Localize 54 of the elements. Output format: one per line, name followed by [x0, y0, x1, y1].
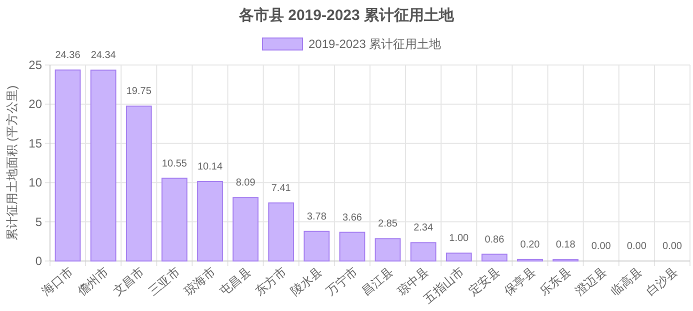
bar: [197, 181, 223, 262]
x-tick-label: 三亚市: [146, 264, 182, 298]
data-label: 0.86: [484, 234, 505, 246]
data-label: 10.55: [162, 158, 188, 170]
bar: [162, 178, 188, 262]
data-label: 0.20: [520, 239, 540, 250]
data-label: 3.66: [342, 212, 362, 224]
data-label: 0.00: [626, 241, 647, 252]
y-tick-label: 25: [28, 58, 42, 72]
data-label: 7.41: [271, 182, 292, 194]
data-label: 10.14: [197, 162, 223, 172]
bar: [90, 70, 116, 262]
x-tick-label: 乐东县: [536, 264, 574, 298]
bar: [410, 242, 436, 262]
bar: [446, 252, 472, 262]
data-label: 0.00: [591, 241, 612, 252]
x-tick-label: 临高县: [608, 264, 645, 298]
data-label: 2.85: [378, 218, 398, 230]
x-tick-label: 万宁市: [324, 264, 360, 298]
x-tick-label: 儋州市: [74, 264, 112, 298]
bar: [374, 238, 401, 262]
x-tick-label: 澄迈县: [572, 264, 610, 298]
x-tick-label: 定安县: [466, 264, 502, 298]
chart-title: 各市县 2019-2023 累计征用土地: [238, 6, 456, 24]
x-tick-label: 文昌市: [110, 264, 147, 298]
x-tick-label: 陵水县: [288, 264, 325, 298]
data-label: 24.36: [55, 50, 81, 62]
data-label: 24.34: [90, 50, 116, 62]
y-tick-label: 20: [28, 97, 42, 112]
bar: [304, 230, 330, 262]
y-tick-label: 15: [28, 136, 42, 150]
x-tick-label: 保亭县: [501, 264, 538, 298]
y-tick-label: 10: [28, 176, 42, 190]
data-label: 0.00: [662, 241, 682, 252]
x-tick-label: 东方市: [252, 264, 290, 298]
data-label: 19.75: [126, 86, 152, 98]
bar: [268, 202, 294, 262]
x-tick-label: 屯昌县: [216, 264, 254, 298]
bar: [232, 197, 258, 262]
x-tick-label: 琼海市: [181, 264, 218, 298]
bar: [54, 70, 81, 262]
y-axis-title: 累计征用土地面积 (平方公里): [5, 85, 19, 241]
data-label: 8.09: [236, 178, 256, 189]
y-tick-label: 5: [35, 214, 42, 229]
data-label: 2.34: [414, 222, 434, 234]
legend-label: 2019-2023 累计征用土地: [308, 37, 442, 51]
data-label: 0.18: [556, 240, 576, 251]
x-tick-label: 白沙县: [644, 264, 680, 298]
x-tick-label: 昌江县: [359, 264, 396, 298]
bar: [482, 254, 508, 262]
bar: [126, 106, 152, 262]
data-label: 3.78: [306, 211, 327, 222]
data-label: 1.00: [449, 233, 470, 244]
bar: [339, 232, 366, 262]
